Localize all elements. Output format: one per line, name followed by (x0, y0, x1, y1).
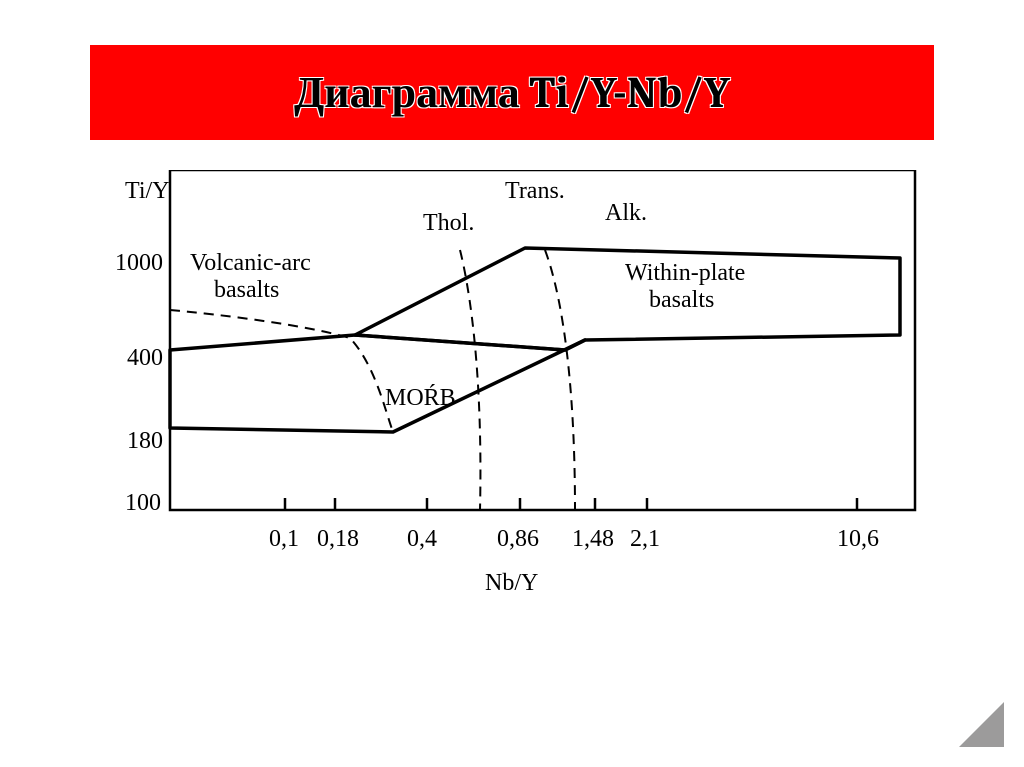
thol-boundary (460, 250, 480, 510)
trans-boundary (545, 250, 575, 510)
slide: Диаграмма Ti/Y-Nb/Y Ti/Y Nb/Y 1000 400 180… (0, 0, 1024, 767)
diagram-svg (85, 170, 945, 630)
title-banner: Диаграмма Ti/Y-Nb/Y (90, 45, 934, 140)
volcanic-arc-boundary (170, 310, 393, 432)
x-tick-label: 0,1 (269, 526, 299, 553)
y-tick-label: 1000 (115, 250, 163, 277)
y-tick-label: 400 (127, 345, 163, 372)
label-alk: Alk. (605, 200, 647, 227)
x-tick-label: 0,4 (407, 526, 437, 553)
x-tick-label: 0,18 (317, 526, 359, 553)
y-axis-label: Ti/Y (125, 178, 169, 205)
x-tick-label: 0,86 (497, 526, 539, 553)
x-tick-label: 10,6 (837, 526, 879, 553)
y-tick-label: 180 (127, 428, 163, 455)
x-tick-label: 2,1 (630, 526, 660, 553)
region-within-plate: Within-plate basalts (625, 260, 745, 314)
corner-accent-icon (959, 702, 1004, 747)
morb-field (170, 335, 585, 432)
label-thol: Thol. (423, 210, 474, 237)
region-volcanic-arc: Volcanic-arc basalts (190, 250, 311, 304)
x-tick-marks (285, 498, 857, 510)
y-tick-label: 100 (125, 490, 161, 517)
x-axis-label: Nb/Y (485, 570, 538, 597)
region-morb: MOŔB (385, 385, 456, 412)
x-tick-label: 1,48 (572, 526, 614, 553)
slide-title: Диаграмма Ti/Y-Nb/Y (294, 67, 730, 118)
diagram-container: Ti/Y Nb/Y 1000 400 180 100 0,1 0,18 0,4 0,86 1,… (85, 170, 945, 630)
label-trans: Trans. (505, 178, 565, 205)
